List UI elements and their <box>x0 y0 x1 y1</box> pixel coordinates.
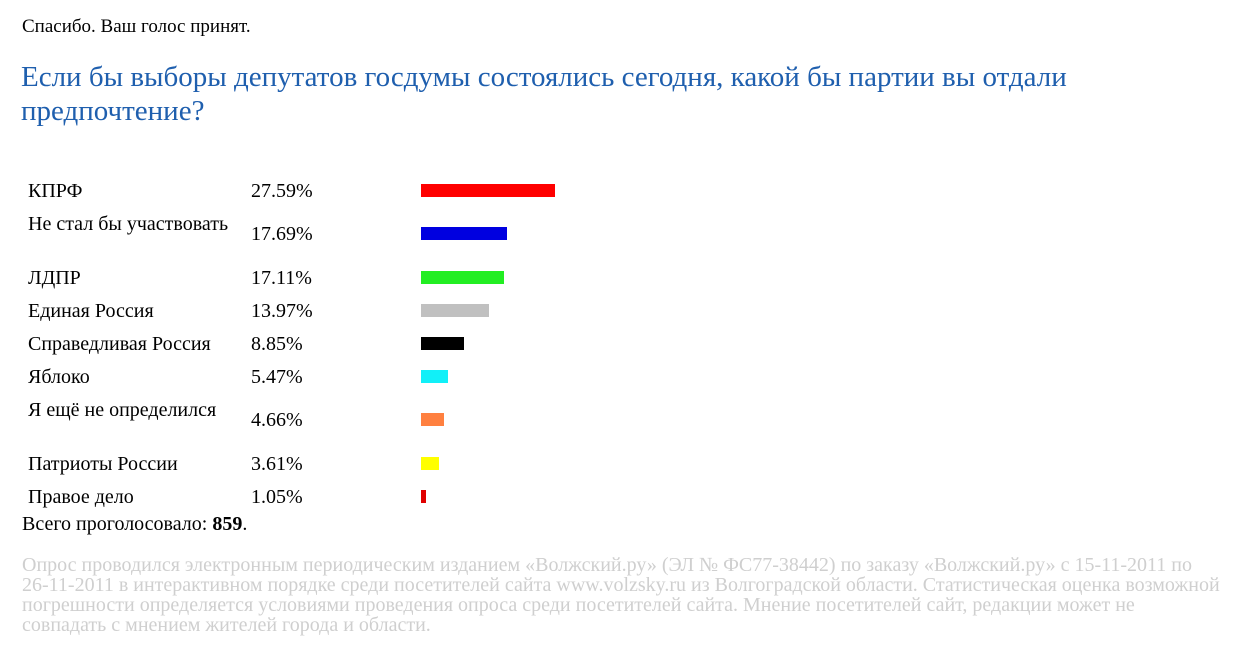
result-percent: 13.97% <box>251 300 313 322</box>
result-row: Не стал бы участвовать 17.69% <box>22 207 622 261</box>
result-row: ЛДПР 17.11% <box>22 261 622 294</box>
result-label: КПРФ <box>28 180 83 202</box>
result-row: Яблоко 5.47% <box>22 360 622 393</box>
result-row: Единая Россия 13.97% <box>22 294 622 327</box>
result-row: КПРФ 27.59% <box>22 174 622 207</box>
result-row: Правое дело 1.05% <box>22 480 622 513</box>
result-label: Патриоты России <box>28 453 178 475</box>
result-percent: 3.61% <box>251 453 303 475</box>
result-percent: 5.47% <box>251 366 303 388</box>
result-label: ЛДПР <box>28 267 81 289</box>
result-percent: 8.85% <box>251 333 303 355</box>
result-label: Единая Россия <box>28 300 154 322</box>
poll-question: Если бы выборы депутатов госдумы состоял… <box>21 61 1067 127</box>
result-row: Справедливая Россия 8.85% <box>22 327 622 360</box>
result-row: Патриоты России 3.61% <box>22 447 622 480</box>
result-label: Не стал бы участвовать <box>28 213 229 235</box>
result-label: Я ещё не определился <box>28 399 217 421</box>
result-bar <box>421 457 439 470</box>
result-percent: 17.69% <box>251 223 313 245</box>
result-bar <box>421 413 444 426</box>
result-bar <box>421 227 507 240</box>
result-percent: 17.11% <box>251 267 312 289</box>
result-label: Яблоко <box>28 366 90 388</box>
result-bar <box>421 304 489 317</box>
total-votes: Всего проголосовало: 859. <box>22 513 247 535</box>
result-bar <box>421 184 555 197</box>
result-bar <box>421 271 504 284</box>
result-bar <box>421 370 448 383</box>
total-votes-suffix: . <box>242 513 248 535</box>
result-bar <box>421 490 426 503</box>
result-percent: 4.66% <box>251 409 303 431</box>
result-bar <box>421 337 464 350</box>
result-label: Правое дело <box>28 486 134 508</box>
vote-accepted-message: Спасибо. Ваш голос принят. <box>22 16 251 37</box>
total-votes-label: Всего проголосовало: <box>22 513 213 535</box>
poll-disclaimer: Опрос проводился электронным периодическ… <box>22 554 1220 636</box>
result-row: Я ещё не определился 4.66% <box>22 393 622 447</box>
total-votes-count: 859 <box>212 513 243 535</box>
result-percent: 1.05% <box>251 486 303 508</box>
result-label: Справедливая Россия <box>28 333 211 355</box>
result-percent: 27.59% <box>251 180 313 202</box>
